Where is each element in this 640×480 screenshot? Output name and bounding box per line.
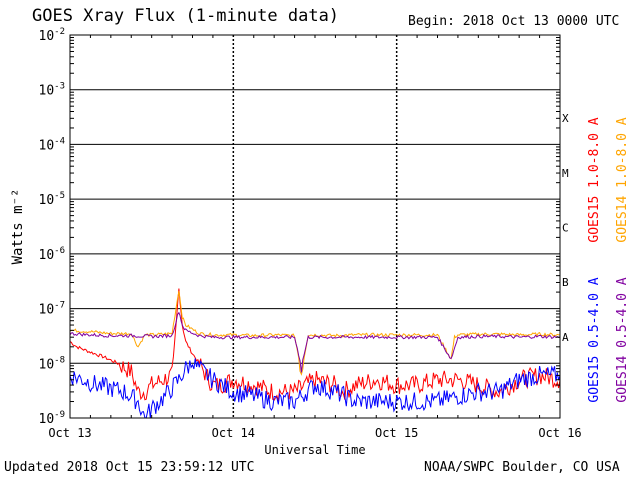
begin-time-label: Begin: 2018 Oct 13 0000 UTC	[408, 14, 620, 29]
x-tick-label: Oct 14	[212, 426, 255, 440]
grid-layer	[70, 34, 560, 419]
y-tick-label: 10-9	[39, 410, 66, 427]
chart-title: GOES Xray Flux (1-minute data)	[32, 6, 340, 26]
source-credit: NOAA/SWPC Boulder, CO USA	[424, 460, 620, 475]
series-line	[69, 288, 561, 402]
axis-layer: 10-9 10-8 10-7 10-6 10-5 10-4 10-3 10-2 Oct 13 Oc…	[10, 27, 630, 457]
y-tick-label: 10-7	[39, 301, 66, 318]
y-tick-label: 10-6	[39, 246, 66, 263]
flare-class-label: X	[562, 112, 569, 125]
legend-entry: GOES15 1.0-8.0 A	[587, 117, 602, 242]
legend-entry: GOES14 1.0-8.0 A	[615, 117, 630, 242]
flare-class-label: M	[562, 167, 569, 180]
x-tick-label: Oct 16	[538, 426, 581, 440]
flare-class-label: A	[562, 331, 569, 344]
y-tick-label: 10-3	[39, 82, 66, 99]
legend-entry: GOES14 0.5-4.0 A	[615, 277, 630, 402]
legend-entry: GOES15 0.5-4.0 A	[587, 277, 602, 402]
x-tick-label: Oct 15	[375, 426, 418, 440]
updated-timestamp: Updated 2018 Oct 15 23:59:12 UTC	[4, 460, 255, 475]
y-axis-title: Watts m⁻²	[10, 189, 26, 265]
series-line	[69, 291, 561, 376]
flare-class-label: C	[562, 222, 569, 235]
series-line	[69, 311, 561, 373]
y-tick-label: 10-8	[39, 355, 66, 372]
y-tick-label: 10-5	[39, 191, 66, 208]
series-layer	[69, 288, 561, 419]
flare-class-label: B	[562, 276, 569, 289]
x-axis-title: Universal Time	[264, 443, 365, 457]
y-tick-label: 10-2	[39, 27, 66, 44]
plot-frame	[69, 34, 561, 419]
x-tick-label: Oct 13	[48, 426, 91, 440]
series-line	[69, 358, 561, 419]
y-tick-label: 10-4	[39, 136, 66, 153]
